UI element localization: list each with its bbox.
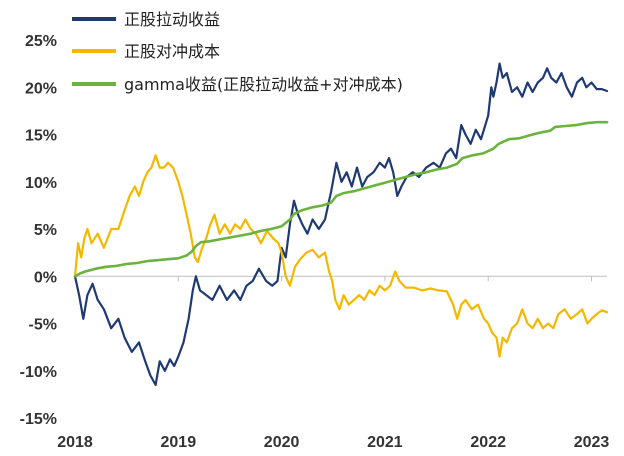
- legend-label-gamma-return: gamma收益(正股拉动收益+对冲成本): [124, 75, 403, 94]
- y-tick-label: 20%: [25, 80, 57, 97]
- y-tick-label: 15%: [25, 128, 57, 145]
- x-tick-label: 2021: [367, 434, 403, 451]
- x-tick-label: 2023: [574, 434, 610, 451]
- x-tick-label: 2018: [57, 434, 93, 451]
- y-tick-label: 0%: [34, 269, 57, 286]
- series-line-gamma-return: [73, 120, 609, 278]
- legend-label-stock-return: 正股拉动收益: [124, 10, 220, 29]
- x-axis: 2018 2019 2020 2021 2022 2023: [57, 275, 610, 451]
- plot-area: [73, 62, 609, 386]
- legend-label-hedge-cost: 正股对冲成本: [124, 42, 220, 61]
- series-line-stock-return: [73, 62, 609, 386]
- y-tick-label: 10%: [25, 175, 57, 192]
- y-tick-label: -5%: [29, 317, 57, 334]
- x-tick-label: 2020: [264, 434, 300, 451]
- legend: 正股拉动收益 正股对冲成本 gamma收益(正股拉动收益+对冲成本): [72, 10, 403, 94]
- y-tick-label: 25%: [25, 33, 57, 50]
- series-line-hedge-cost: [73, 154, 609, 358]
- y-tick-label: -15%: [20, 411, 57, 428]
- y-tick-label: -10%: [20, 364, 57, 381]
- y-axis: 25% 20% 15% 10% 5% 0% -5% -10% -15%: [20, 33, 57, 428]
- x-tick-label: 2022: [470, 434, 506, 451]
- y-tick-label: 5%: [34, 222, 57, 239]
- x-tick-label: 2019: [161, 434, 197, 451]
